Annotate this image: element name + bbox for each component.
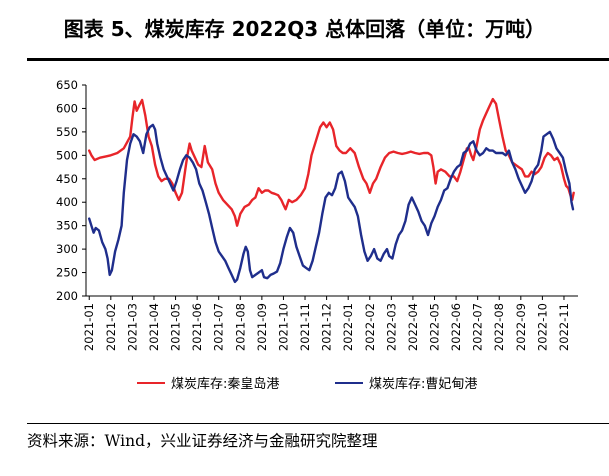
x-tick: 2022-11 [557,296,571,351]
y-tick-label: 250 [56,266,78,280]
x-tick: 2021-10 [276,296,290,351]
x-tick-label: 2021-12 [320,303,334,351]
x-tick: 2022-04 [406,296,420,351]
x-tick: 2021-05 [169,296,183,351]
x-tick-label: 2021-07 [212,303,226,351]
x-tick-label: 2022-04 [406,303,420,351]
x-tick: 2022-07 [471,296,485,351]
y-tick-label: 200 [56,289,78,303]
y-tick: 600 [56,101,86,115]
y-tick-label: 450 [56,172,78,186]
chart-series [88,97,575,284]
legend-label-qhd: 煤炭库存:秦皇岛港 [171,377,280,392]
x-tick-label: 2021-11 [298,303,312,351]
x-tick: 2022-06 [449,296,463,351]
x-tick-label: 2022-01 [341,303,355,351]
x-tick-label: 2022-06 [449,303,463,351]
y-tick: 450 [56,172,86,186]
y-tick: 250 [56,266,86,280]
y-tick: 350 [56,219,86,233]
chart-axes: 200 250 300 350 400 450 500 550 600 650 2021-01 202… [56,78,578,351]
source-note: 资料来源：Wind，兴业证券经济与金融研究院整理 [27,432,378,450]
y-tick: 500 [56,148,86,162]
x-tick-label: 2021-03 [125,303,139,351]
x-tick-label: 2021-02 [104,303,118,351]
x-tick: 2022-05 [428,296,442,351]
x-tick-label: 2022-11 [557,303,571,351]
legend-swatch-qhd [137,381,165,384]
x-tick-label: 2021-04 [147,303,161,351]
figure-title: 图表 5、煤炭库存 2022Q3 总体回落（单位：万吨） [63,17,546,41]
x-tick: 2021-02 [104,296,118,351]
series-line-cfd [88,123,575,284]
line-chart: 200 250 300 350 400 450 500 550 600 650 2021-01 202… [56,78,578,351]
x-tick-label: 2021-10 [276,303,290,351]
legend-swatch-cfd [335,381,363,384]
legend-label-cfd: 煤炭库存:曹妃甸港 [369,377,478,392]
y-tick-label: 600 [56,101,78,115]
x-tick-label: 2021-05 [169,303,183,351]
y-tick: 300 [56,242,86,256]
x-tick: 2022-02 [363,296,377,351]
x-tick: 2021-12 [320,296,334,351]
x-tick: 2021-08 [233,296,247,351]
y-tick-label: 350 [56,219,78,233]
x-tick-label: 2022-02 [363,303,377,351]
x-tick-label: 2022-03 [384,303,398,351]
y-tick-label: 500 [56,148,78,162]
x-tick: 2021-04 [147,296,161,351]
x-tick-label: 2021-06 [190,303,204,351]
x-tick-label: 2022-10 [535,303,549,351]
y-tick: 650 [56,78,86,92]
x-tick: 2022-03 [384,296,398,351]
x-tick: 2021-07 [212,296,226,351]
x-tick: 2021-06 [190,296,204,351]
x-tick-label: 2021-08 [233,303,247,351]
y-tick: 550 [56,125,86,139]
x-tick-label: 2021-09 [255,303,269,351]
legend-item-cfd: 煤炭库存:曹妃甸港 [335,373,477,397]
y-tick: 400 [56,195,86,209]
x-tick: 2021-09 [255,296,269,351]
x-tick-label: 2021-01 [82,303,96,351]
x-tick: 2021-11 [298,296,312,351]
x-tick-label: 2022-07 [471,303,485,351]
legend-item-qhd: 煤炭库存:秦皇岛港 [137,373,279,397]
source-rule [27,423,609,424]
series-line-qhd [88,97,575,227]
y-tick: 200 [56,289,86,303]
x-tick: 2022-01 [341,296,355,351]
x-tick-label: 2022-09 [514,303,528,351]
x-tick: 2022-09 [514,296,528,351]
x-tick: 2022-10 [535,296,549,351]
y-tick-label: 400 [56,195,78,209]
x-tick-label: 2022-05 [428,303,442,351]
y-tick-label: 650 [56,78,78,92]
chart-legend: 煤炭库存:秦皇岛港 煤炭库存:曹妃甸港 [0,373,609,397]
title-rule [27,58,609,61]
x-tick: 2021-03 [125,296,139,351]
x-tick-label: 2022-08 [492,303,506,351]
y-tick-label: 300 [56,242,78,256]
x-tick: 2021-01 [82,296,96,351]
x-tick: 2022-08 [492,296,506,351]
y-tick-label: 550 [56,125,78,139]
